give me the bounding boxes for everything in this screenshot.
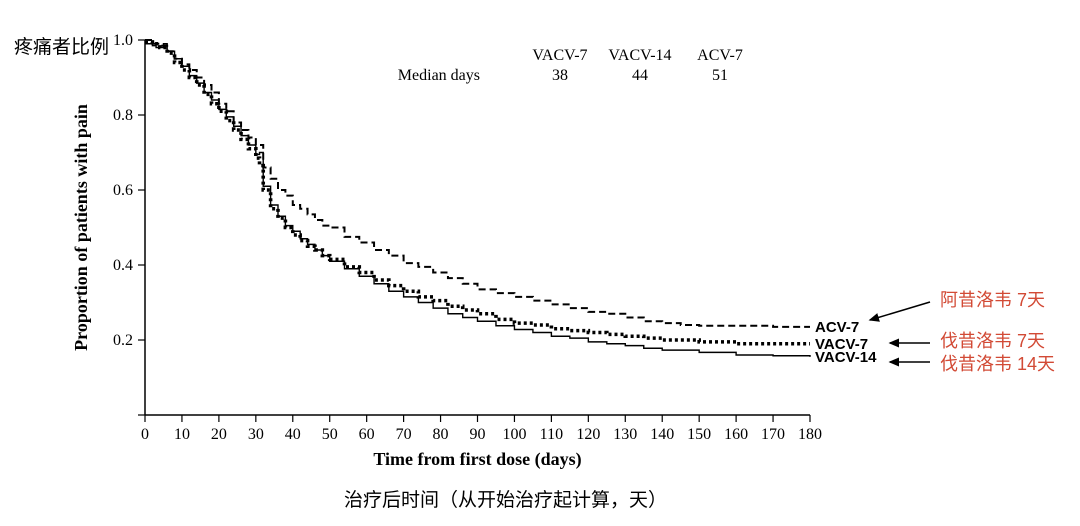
y-tick-label: 0.6 xyxy=(113,182,133,199)
x-tick-label: 70 xyxy=(396,426,412,443)
annotation-acv7-cn: 阿昔洛韦 7天 xyxy=(940,286,1045,312)
x-tick-label: 110 xyxy=(540,426,563,443)
x-tick-label: 50 xyxy=(322,426,338,443)
y-axis-title: Proportion of patients with pain xyxy=(71,104,91,351)
x-tick-label: 130 xyxy=(613,426,637,443)
x-tick-label: 160 xyxy=(724,426,748,443)
annotation-vacv14-cn: 伐昔洛韦 14天 xyxy=(940,350,1055,376)
x-tick-label: 10 xyxy=(174,426,190,443)
x-tick-label: 150 xyxy=(687,426,711,443)
table-col1: VACV-7 xyxy=(532,47,587,64)
x-axis-title: Time from first dose (days) xyxy=(373,449,581,470)
x-tick-label: 60 xyxy=(359,426,375,443)
x-tick-label: 20 xyxy=(211,426,227,443)
table-val3: 51 xyxy=(712,67,728,84)
table-val2: 44 xyxy=(632,67,648,84)
table-col3: ACV-7 xyxy=(697,47,743,64)
x-tick-label: 30 xyxy=(248,426,264,443)
table-row-label: Median days xyxy=(398,67,480,84)
y-axis-label-cn: 疼痛者比例 xyxy=(14,32,109,59)
x-tick-label: 80 xyxy=(433,426,449,443)
arrow-acv7 xyxy=(870,302,930,320)
series-label-vacv14: VACV-14 xyxy=(815,349,877,366)
x-tick-label: 0 xyxy=(141,426,149,443)
series-label-acv7: ACV-7 xyxy=(815,319,859,336)
x-tick-label: 40 xyxy=(285,426,301,443)
table-val1: 38 xyxy=(552,67,568,84)
survival-chart: 0 10 20 30 40 50 60 70 80 90 100 110 120 130 140 150 160… xyxy=(0,0,1080,526)
y-tick-label: 0.2 xyxy=(113,332,133,349)
series-vacv7 xyxy=(145,42,810,344)
x-tick-label: 100 xyxy=(502,426,526,443)
x-axis-label-cn: 治疗后时间（从开始治疗起计算，天） xyxy=(344,485,667,512)
y-tick-label: 1.0 xyxy=(113,32,133,49)
x-tick-label: 180 xyxy=(798,426,822,443)
table-col2: VACV-14 xyxy=(608,47,671,64)
x-tick-label: 120 xyxy=(576,426,600,443)
x-tick-label: 170 xyxy=(761,426,785,443)
y-tick-label: 0.4 xyxy=(113,257,133,274)
x-tick-label: 140 xyxy=(650,426,674,443)
y-tick-label: 0.8 xyxy=(113,107,133,124)
x-tick-label: 90 xyxy=(470,426,486,443)
